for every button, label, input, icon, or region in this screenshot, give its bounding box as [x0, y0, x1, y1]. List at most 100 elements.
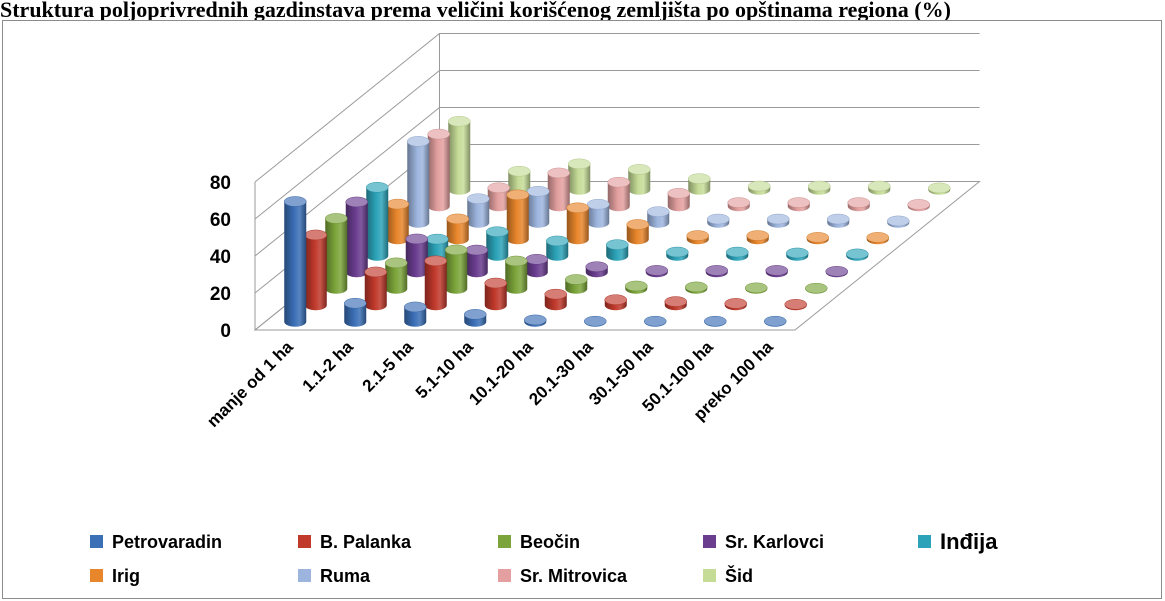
bar: [628, 164, 651, 195]
bar: [887, 215, 910, 228]
bar: [424, 255, 447, 311]
y-axis-ticks: 0 20 40 60 80: [210, 173, 231, 342]
bar: [688, 173, 711, 195]
legend-item: Šid: [703, 565, 753, 586]
legend-swatch: [918, 535, 931, 548]
legend-label: Irig: [112, 566, 140, 586]
bar: [584, 315, 607, 327]
bar: [465, 244, 488, 278]
bar: [704, 315, 727, 327]
bar: [344, 298, 367, 327]
y-tick-label: 60: [210, 210, 231, 231]
bar: [546, 235, 569, 261]
bar: [547, 167, 570, 212]
bar: [386, 198, 409, 245]
bar: [928, 182, 951, 195]
legend-item: Inđija: [918, 529, 998, 554]
bar: [404, 301, 427, 327]
legend-item: Petrovaradin: [90, 532, 222, 552]
legend-label: Sr. Karlovci: [725, 532, 824, 552]
y-tick-label: 40: [210, 247, 231, 268]
bar: [524, 314, 547, 327]
bar: [385, 257, 408, 294]
bar: [644, 315, 667, 327]
bar: [707, 213, 730, 228]
category-label: 10.1-20 ha: [465, 337, 537, 409]
bar: [806, 232, 829, 245]
bar: [426, 233, 449, 261]
bar: [705, 265, 728, 278]
bar: [585, 261, 608, 278]
bar: [606, 239, 629, 261]
bar: [726, 246, 749, 261]
bar: [866, 232, 889, 245]
y-tick-label: 80: [210, 173, 231, 194]
gridline: [254, 70, 980, 220]
bar: [544, 288, 567, 311]
bar: [607, 176, 630, 212]
bar: [364, 266, 387, 311]
bar: [746, 230, 769, 245]
bar: [304, 229, 327, 311]
bar: [587, 199, 610, 228]
category-label: 1.1-2 ha: [299, 337, 358, 396]
bar: [647, 206, 670, 228]
category-label: 20.1-30 ha: [525, 337, 597, 409]
legend-item: Beočin: [498, 532, 580, 552]
legend-item: B. Palanka: [298, 532, 412, 552]
legend-label: Sr. Mitrovica: [520, 566, 628, 586]
legend-swatch: [298, 569, 311, 582]
legend-item: Sr. Karlovci: [703, 532, 824, 552]
bar: [787, 197, 810, 212]
bar: [847, 197, 870, 212]
gridline: [254, 33, 980, 183]
bar: [686, 230, 709, 245]
bar: [645, 265, 668, 278]
legend-label: Ruma: [320, 566, 371, 586]
chart-bars: [284, 116, 951, 327]
bar: [685, 281, 708, 294]
bar: [448, 116, 471, 195]
bar: [805, 282, 828, 294]
legend-swatch: [90, 569, 103, 582]
bar: [745, 282, 768, 294]
bar: [464, 309, 487, 327]
bar: [604, 294, 627, 311]
chart-legend: Petrovaradin B. Palanka Beočin Sr. Karlovci…: [90, 529, 998, 586]
bar: [566, 202, 589, 245]
bar: [325, 213, 348, 294]
legend-label: Šid: [725, 565, 753, 586]
bar: [508, 166, 531, 195]
document-heading: Struktura poljoprivrednih gazdinstava pr…: [0, 0, 951, 20]
bar: [664, 296, 687, 311]
bar: [405, 233, 428, 278]
gridline: [254, 107, 980, 257]
bar: [827, 213, 850, 228]
bar: [284, 196, 307, 327]
bar: [445, 244, 468, 294]
legend-swatch: [90, 535, 103, 548]
legend-label: Inđija: [940, 529, 998, 554]
bar: [808, 180, 831, 195]
x-axis-categories: manje od 1 ha 1.1-2 ha 2.1-5 ha5.1-10 ha10…: [203, 337, 777, 431]
bar: [724, 298, 747, 311]
bar: [427, 128, 450, 212]
chart-frame: [2, 20, 1162, 599]
legend-label: Petrovaradin: [112, 532, 222, 552]
legend-swatch: [498, 569, 511, 582]
bar: [527, 186, 550, 228]
legend-swatch: [498, 535, 511, 548]
bar: [407, 136, 430, 228]
bar: [667, 188, 690, 212]
bar: [666, 246, 689, 261]
bar: [568, 158, 591, 195]
bar: [764, 315, 787, 327]
bar: [525, 254, 548, 278]
bar: [846, 248, 869, 261]
bar: [366, 182, 389, 261]
bar: [767, 213, 790, 228]
legend-swatch: [703, 535, 716, 548]
bar: [505, 255, 528, 294]
legend-item: Sr. Mitrovica: [498, 566, 628, 586]
